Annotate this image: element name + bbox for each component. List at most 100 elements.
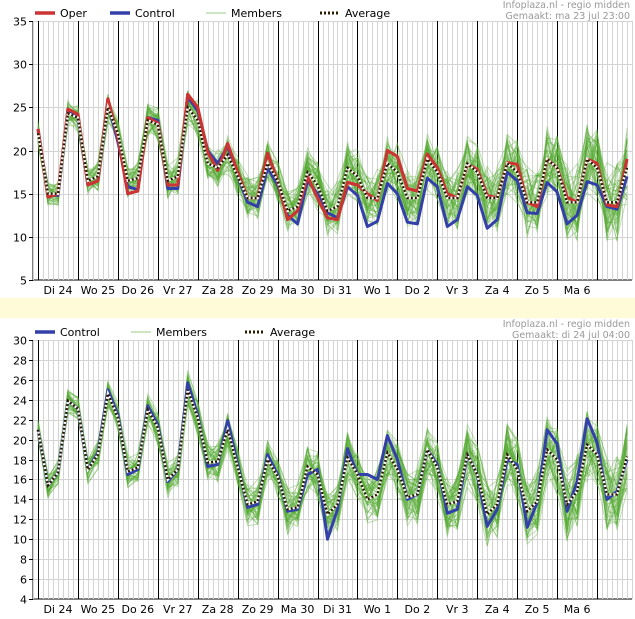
y-tick-label: 4	[20, 594, 27, 607]
member-line	[37, 384, 628, 533]
day-label: Do 26	[121, 603, 154, 616]
control-line	[36, 381, 629, 541]
y-tick-label: 28	[13, 355, 27, 368]
y-tick-label: 22	[13, 415, 27, 428]
member-line	[37, 104, 628, 237]
credit-text: Infoplaza.nl - regio midden	[503, 0, 630, 11]
day-label: Do 2	[405, 603, 431, 616]
member-line	[37, 377, 628, 539]
member-line	[37, 393, 628, 530]
day-label: Ma 30	[281, 603, 315, 616]
member-line	[37, 101, 628, 230]
day-label: Wo 25	[81, 603, 115, 616]
legend-label-average: Average	[270, 326, 315, 339]
member-line	[37, 100, 628, 226]
member-line	[37, 385, 628, 525]
legend-label-control: Control	[60, 326, 100, 339]
y-tick-label: 8	[20, 554, 27, 567]
y-tick-label: 25	[13, 102, 27, 115]
credit-text: Infoplaza.nl - regio midden	[503, 319, 630, 330]
day-label: Vr 3	[446, 284, 469, 297]
member-line	[37, 394, 628, 539]
credit-text: Gemaakt: ma 23 jul 23:00	[506, 11, 630, 22]
day-label: Vr 27	[163, 284, 193, 297]
day-label: Wo 25	[81, 284, 115, 297]
control-ensemble-chart: 4 6 8 10 12 14 16 18 20 22 24 26 28 30 Di 24 Wo 25 Do 26…	[13, 319, 633, 616]
day-label: Vr 3	[446, 603, 469, 616]
member-line	[37, 378, 628, 520]
member-line	[37, 387, 628, 542]
y-tick-label: 14	[13, 494, 27, 507]
member-line	[37, 397, 628, 529]
member-line	[37, 377, 628, 539]
y-tick-label: 24	[13, 395, 27, 408]
member-line	[37, 381, 628, 530]
member-line	[37, 375, 628, 535]
day-label: Ma 6	[564, 603, 591, 616]
y-tick-label: 10	[13, 232, 27, 245]
day-label: Za 28	[202, 603, 234, 616]
member-line	[37, 392, 628, 533]
member-line	[37, 378, 628, 530]
y-tick-label: 20	[13, 146, 27, 159]
member-line	[37, 96, 628, 220]
day-label: Zo 5	[525, 603, 550, 616]
day-label: Za 4	[485, 284, 510, 297]
member-line	[37, 391, 628, 529]
y-tick-label: 12	[13, 514, 27, 527]
member-line	[37, 385, 628, 535]
member-line	[37, 389, 628, 542]
member-line	[37, 401, 628, 547]
y-tick-label: 26	[13, 375, 27, 388]
member-line	[37, 113, 628, 241]
day-label: Di 24	[43, 603, 72, 616]
day-label: Za 28	[202, 284, 234, 297]
day-label: Zo 29	[242, 284, 274, 297]
legend-label-members: Members	[231, 7, 282, 20]
day-label: Wo 1	[364, 603, 391, 616]
day-label: Di 31	[323, 603, 352, 616]
y-tick-label: 5	[20, 275, 27, 288]
day-label: Di 31	[323, 284, 352, 297]
member-line	[37, 92, 628, 225]
member-line	[37, 102, 628, 237]
y-tick-label: 16	[13, 474, 27, 487]
member-line	[37, 102, 628, 240]
day-label: Do 26	[121, 284, 154, 297]
day-label: Di 24	[43, 284, 72, 297]
legend-label-control: Control	[135, 7, 175, 20]
control-line	[36, 95, 629, 230]
member-line	[37, 393, 628, 547]
legend-label-average: Average	[345, 7, 390, 20]
member-line	[37, 91, 628, 224]
member-line	[37, 99, 628, 240]
member-line	[37, 394, 628, 535]
y-tick-label: 18	[13, 455, 27, 468]
member-line	[37, 90, 628, 234]
member-line	[37, 383, 628, 540]
y-tick-label: 20	[13, 435, 27, 448]
day-label: Zo 5	[525, 284, 550, 297]
average-line	[36, 389, 629, 517]
oper-ensemble-chart: 5 10 15 20 25 30 35 Di 24 Wo 25 Do 26 Vr 27 Za 28 Zo…	[13, 0, 633, 297]
credit-text: Gemaakt: di 24 jul 04:00	[512, 330, 630, 341]
member-line	[37, 374, 628, 542]
day-label: Ma 30	[281, 284, 315, 297]
member-line	[37, 100, 628, 232]
member-line	[37, 379, 628, 529]
legend-label-members: Members	[156, 326, 207, 339]
day-label: Ma 6	[564, 284, 591, 297]
day-label: Wo 1	[364, 284, 391, 297]
day-label: Do 2	[405, 284, 431, 297]
member-line	[37, 386, 628, 532]
day-label: Za 4	[485, 603, 510, 616]
member-line	[37, 94, 628, 227]
y-tick-label: 6	[20, 574, 27, 587]
member-line	[37, 100, 628, 238]
member-line	[37, 392, 628, 529]
legend-label-oper: Oper	[60, 7, 87, 20]
member-line	[37, 386, 628, 520]
member-line	[37, 100, 628, 230]
member-line	[37, 388, 628, 529]
average-line	[36, 102, 629, 213]
